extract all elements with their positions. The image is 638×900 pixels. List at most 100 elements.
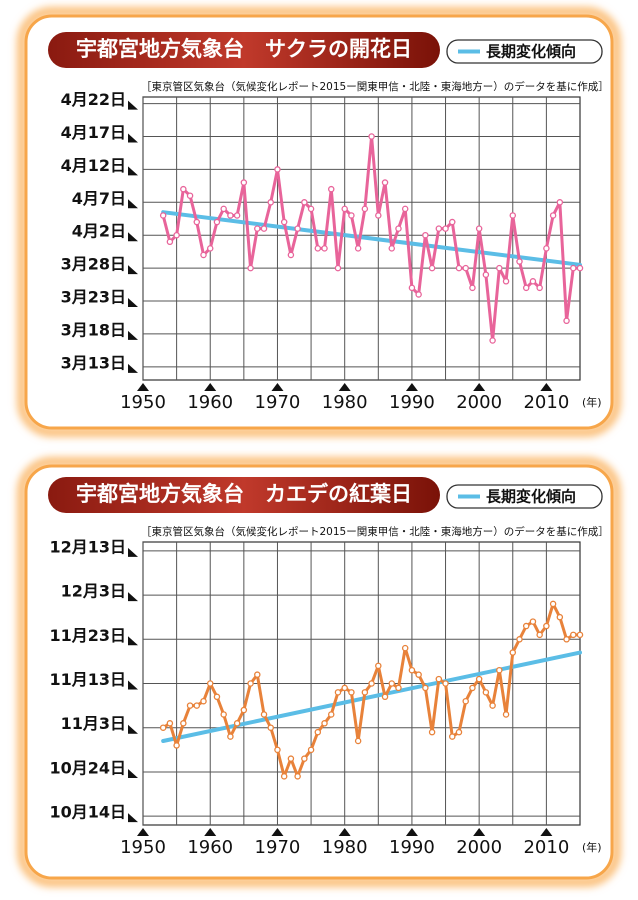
x-tick-mark bbox=[338, 828, 351, 836]
data-point bbox=[428, 264, 436, 272]
data-point bbox=[327, 711, 335, 718]
data-point bbox=[341, 684, 348, 692]
data-point bbox=[287, 755, 295, 762]
data-point bbox=[267, 724, 274, 731]
y-tick-label: 4月12日 bbox=[61, 156, 126, 175]
data-point bbox=[361, 205, 369, 213]
data-point bbox=[294, 773, 301, 780]
y-tick-label: 10月24日 bbox=[49, 758, 126, 777]
y-tick-label: 12月3日 bbox=[61, 582, 126, 601]
data-point bbox=[489, 337, 496, 344]
data-point bbox=[395, 684, 402, 692]
data-point bbox=[375, 212, 382, 219]
data-point bbox=[422, 231, 429, 239]
x-tick-mark bbox=[204, 383, 217, 391]
data-point bbox=[341, 205, 348, 213]
x-axis-label: (年) bbox=[582, 840, 602, 854]
data-point bbox=[280, 218, 288, 226]
data-point bbox=[180, 185, 187, 193]
y-tick-mark bbox=[128, 199, 138, 209]
data-point bbox=[522, 622, 530, 630]
data-point bbox=[260, 225, 268, 232]
legend-pill bbox=[446, 484, 603, 509]
data-point bbox=[166, 238, 174, 246]
data-point bbox=[395, 225, 402, 232]
data-point bbox=[529, 618, 537, 625]
source-note: ［東京管区気象台（気候変化レポート2015ー関東甲信・北陸・東海地方ー）のデータ… bbox=[141, 525, 609, 538]
data-point bbox=[254, 671, 261, 678]
data-point bbox=[368, 133, 375, 140]
legend-label: 長期変化傾向 bbox=[486, 43, 576, 61]
data-point bbox=[516, 258, 523, 265]
y-tick-mark bbox=[128, 265, 138, 275]
x-tick-label: 2010 bbox=[523, 837, 569, 858]
data-point bbox=[247, 680, 254, 687]
data-point bbox=[455, 264, 463, 272]
data-point bbox=[267, 199, 274, 206]
data-point bbox=[516, 636, 523, 643]
data-point bbox=[401, 205, 409, 213]
data-point bbox=[509, 212, 517, 219]
data-point bbox=[260, 711, 268, 718]
x-tick-label: 1960 bbox=[187, 392, 233, 413]
data-point bbox=[469, 284, 476, 292]
data-point bbox=[462, 264, 469, 272]
data-point bbox=[301, 199, 308, 206]
data-point bbox=[240, 179, 248, 186]
x-tick-label: 2000 bbox=[456, 837, 502, 858]
data-point bbox=[173, 742, 180, 749]
x-tick-label: 1970 bbox=[255, 837, 301, 858]
data-point bbox=[449, 733, 456, 740]
x-tick-label: 2000 bbox=[456, 392, 502, 413]
data-point bbox=[576, 631, 584, 639]
data-point bbox=[321, 245, 328, 252]
x-tick-label: 1980 bbox=[322, 837, 368, 858]
data-point bbox=[556, 613, 564, 621]
y-tick-label: 11月3日 bbox=[61, 714, 126, 733]
data-point bbox=[381, 179, 389, 186]
data-point bbox=[408, 666, 416, 674]
data-point bbox=[193, 702, 201, 709]
y-tick-label: 10月14日 bbox=[49, 803, 126, 822]
data-point bbox=[469, 684, 476, 692]
data-point bbox=[435, 225, 443, 232]
data-point bbox=[455, 728, 463, 736]
data-point bbox=[502, 278, 510, 285]
data-point bbox=[408, 284, 416, 292]
data-point bbox=[240, 706, 248, 714]
title-pill bbox=[48, 477, 440, 513]
data-point bbox=[361, 689, 369, 696]
data-point bbox=[314, 728, 322, 736]
y-tick-mark bbox=[128, 636, 138, 646]
data-point bbox=[549, 212, 557, 219]
data-point bbox=[233, 212, 241, 219]
data-point bbox=[570, 264, 577, 272]
x-tick-mark bbox=[137, 383, 149, 391]
x-tick-mark bbox=[540, 383, 553, 391]
y-tick-mark bbox=[128, 330, 138, 340]
data-point bbox=[496, 666, 503, 674]
data-point bbox=[227, 733, 234, 740]
x-tick-label: 1960 bbox=[187, 837, 233, 858]
y-tick-mark bbox=[128, 363, 138, 373]
data-point bbox=[422, 684, 429, 692]
data-point bbox=[327, 185, 335, 193]
y-tick-mark bbox=[128, 813, 138, 823]
data-point bbox=[489, 702, 496, 709]
data-point bbox=[159, 212, 167, 219]
data-point bbox=[301, 755, 308, 762]
y-tick-mark bbox=[128, 680, 138, 690]
data-point bbox=[496, 264, 503, 272]
y-tick-mark bbox=[128, 166, 138, 176]
data-point bbox=[233, 720, 241, 727]
data-point bbox=[274, 166, 281, 173]
data-point bbox=[442, 225, 449, 232]
y-tick-mark bbox=[128, 100, 138, 110]
data-point bbox=[206, 245, 214, 252]
data-point bbox=[307, 746, 315, 754]
data-point bbox=[435, 675, 443, 683]
data-point bbox=[186, 702, 194, 709]
data-point bbox=[475, 675, 483, 683]
data-point bbox=[570, 631, 577, 639]
